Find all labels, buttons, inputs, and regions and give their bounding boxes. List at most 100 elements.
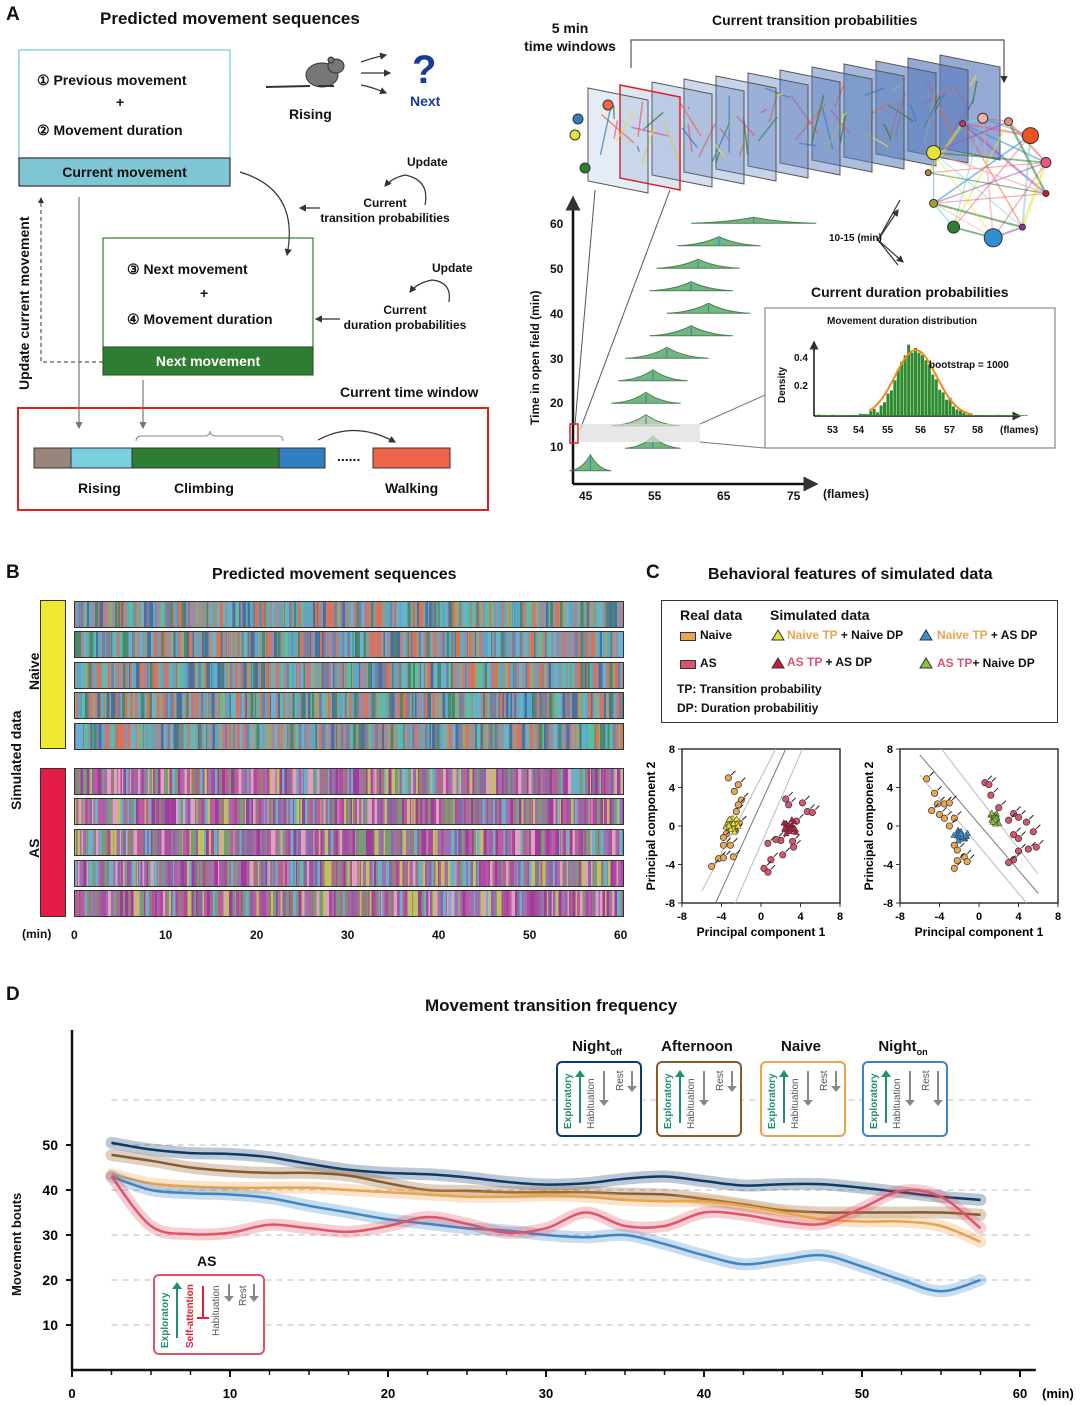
histogram-bar — [900, 361, 904, 416]
exploratory-label: Exploratory — [869, 1073, 880, 1129]
point-arrow — [1011, 855, 1016, 860]
histogram-bar — [927, 364, 931, 416]
point-arrow — [785, 847, 791, 853]
histogram-bar — [1021, 415, 1024, 416]
point-arrow — [1035, 824, 1041, 830]
current-tp-label-2: transition probabilities — [320, 211, 450, 225]
point-arrow — [942, 807, 947, 812]
real-point — [953, 846, 961, 854]
histogram-bar — [817, 414, 821, 416]
ridge-xtick: 45 — [579, 489, 593, 503]
real-point — [945, 799, 953, 807]
down-arrow-icon — [253, 1284, 255, 1298]
real-point — [995, 804, 1003, 812]
panel-c-title: Behavioral features of simulated data — [708, 566, 993, 583]
x-tick-label: -4 — [935, 911, 946, 923]
histogram-bar — [996, 414, 1000, 416]
simulated-point — [725, 821, 733, 829]
down-arrow-icon — [909, 1071, 911, 1101]
point-arrow — [1001, 800, 1007, 806]
simulated-point — [962, 832, 970, 839]
network-edge — [636, 145, 641, 153]
real-point — [724, 774, 732, 782]
real-point — [732, 808, 740, 816]
network-edge — [738, 142, 745, 157]
update-current-movement-label: Update current movement — [16, 216, 32, 390]
real-point — [1014, 834, 1023, 843]
x-tick-label: 30 — [539, 1386, 553, 1401]
as-group-bar — [40, 768, 66, 917]
real-point — [785, 801, 793, 809]
network-node — [1004, 117, 1014, 127]
histogram-bar — [907, 344, 911, 416]
network-edge — [764, 87, 790, 99]
real-point — [764, 839, 772, 847]
histogram-bar — [914, 347, 918, 416]
naive-sequence-row — [74, 631, 624, 658]
state-box: Exploratory Habituation Rest — [556, 1061, 642, 1137]
plus-label: + — [200, 285, 209, 301]
naive-sequence-row — [74, 662, 624, 689]
mouse-rising-label: Rising — [289, 106, 332, 122]
histogram-bar — [824, 415, 828, 416]
down-arrow-icon — [937, 1071, 939, 1101]
current-tp-title: Current transition probabilities — [712, 12, 918, 28]
network-edge — [969, 74, 977, 87]
network-edge — [599, 104, 612, 156]
y-tick-label: 40 — [42, 1182, 58, 1198]
point-arrow — [956, 810, 962, 816]
network-node — [579, 162, 591, 174]
series-line — [111, 1141, 981, 1202]
network-edge — [928, 172, 1047, 195]
network-node — [926, 145, 942, 161]
current-dp-title: Current duration probabilities — [811, 284, 1009, 300]
network-edge — [933, 161, 1047, 205]
movement-transition-chart: 0 10 20 30 40 50 60 (min) 50 40 30 20 10 — [42, 1030, 1074, 1401]
selected-window-marker — [569, 423, 579, 444]
histogram-bar — [965, 414, 969, 416]
update-loop-icon — [409, 279, 450, 303]
arrow-icon — [317, 429, 397, 443]
histogram-bar — [855, 415, 859, 416]
habituation-label: Habituation — [892, 1078, 903, 1129]
histogram-bar — [983, 415, 987, 416]
up-arrow-icon — [176, 1286, 178, 1338]
network-edge — [992, 162, 1047, 239]
point-arrow — [1021, 843, 1026, 849]
panel-letter-b: B — [6, 562, 20, 583]
step2-label: ② Movement duration — [37, 122, 183, 138]
y-tick-label: 0 — [887, 821, 893, 833]
network-edge — [933, 152, 1023, 228]
y-tick-label: 8 — [887, 744, 893, 756]
y-tick-label: 4 — [887, 783, 894, 795]
point-arrow — [733, 837, 738, 843]
network-edge — [1021, 135, 1032, 228]
point-arrow — [952, 818, 957, 824]
window-label: 10-15 (min) — [829, 233, 882, 244]
point-arrow — [773, 852, 779, 858]
point-arrow — [952, 795, 957, 801]
histogram-bar — [989, 415, 993, 416]
histogram-bar — [993, 415, 997, 416]
inset-ytick: 0.2 — [794, 381, 808, 392]
series-line — [110, 1175, 982, 1236]
b-xtick: 60 — [614, 928, 628, 942]
histogram-bar — [962, 412, 966, 416]
as-sequence-row — [74, 798, 624, 825]
point-arrow — [810, 804, 815, 809]
histogram-bar — [869, 411, 873, 416]
x-tick-label: 4 — [797, 911, 804, 923]
point-arrow — [740, 777, 746, 782]
bootstrap-label: bootstrap = 1000 — [929, 360, 1009, 371]
histogram-bar — [879, 405, 883, 416]
real-point — [772, 835, 780, 844]
legend-sim2-tp: Naive TP — [937, 628, 988, 642]
panel-letter-a: A — [6, 4, 20, 25]
real-point — [1005, 859, 1013, 867]
point-arrow — [778, 832, 784, 837]
point-arrow — [987, 775, 993, 781]
network-edge — [883, 123, 892, 140]
inset-xtick: 55 — [882, 425, 894, 436]
y-tick-label: 30 — [42, 1227, 58, 1243]
brace — [135, 430, 284, 442]
